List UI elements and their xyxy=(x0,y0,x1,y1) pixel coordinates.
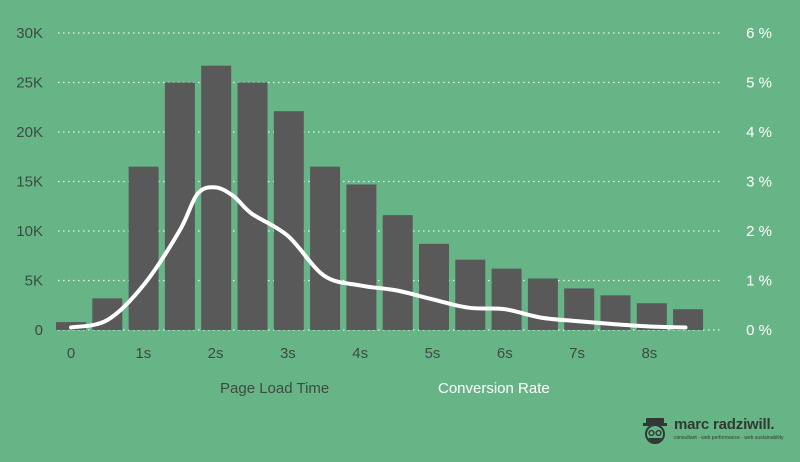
bar xyxy=(455,259,486,330)
bar xyxy=(491,268,522,330)
y-right-tick-label: 1 % xyxy=(746,273,772,290)
y-right-tick-label: 2 % xyxy=(746,223,772,240)
x-tick-label: 8s xyxy=(641,345,657,362)
x-tick-label: 0 xyxy=(67,345,75,362)
x-tick-label: 2s xyxy=(208,345,224,362)
y-left-tick-label: 5K xyxy=(25,273,43,290)
y-left-tick-label: 30K xyxy=(16,25,43,42)
x-tick-label: 6s xyxy=(497,345,513,362)
legend-conversion-rate: Conversion Rate xyxy=(438,380,550,397)
y-left-tick-label: 10K xyxy=(16,223,43,240)
bar xyxy=(310,166,341,330)
bar xyxy=(201,65,232,331)
brand-logo: marc radziwill. consultant · web perform… xyxy=(640,414,790,450)
x-tick-label: 3s xyxy=(280,345,296,362)
bar xyxy=(527,278,558,330)
avatar-icon xyxy=(643,418,667,444)
x-tick-label: 4s xyxy=(352,345,368,362)
y-right-tick-label: 5 % xyxy=(746,75,772,92)
y-right-tick-label: 3 % xyxy=(746,174,772,191)
brand-name: marc radziwill. xyxy=(674,416,775,433)
conversion-rate-line xyxy=(69,185,688,330)
y-left-tick-label: 0 xyxy=(35,322,43,339)
y-left-tick-label: 20K xyxy=(16,124,43,141)
y-right-tick-label: 0 % xyxy=(746,322,772,339)
x-tick-label: 1s xyxy=(135,345,151,362)
bar xyxy=(673,309,704,330)
y-right-tick-label: 4 % xyxy=(746,124,772,141)
x-tick-label: 5s xyxy=(425,345,441,362)
bar xyxy=(128,166,159,330)
legend-page-load-time: Page Load Time xyxy=(220,380,330,397)
y-right-tick-label: 6 % xyxy=(746,25,772,42)
bar xyxy=(419,243,449,330)
bar xyxy=(273,111,304,331)
bar xyxy=(346,184,377,330)
bar xyxy=(382,215,413,330)
x-tick-label: 7s xyxy=(569,345,585,362)
brand-tagline: consultant · web performance · web susta… xyxy=(674,435,784,441)
y-left-tick-label: 25K xyxy=(16,75,43,92)
y-left-tick-label: 15K xyxy=(16,174,43,191)
